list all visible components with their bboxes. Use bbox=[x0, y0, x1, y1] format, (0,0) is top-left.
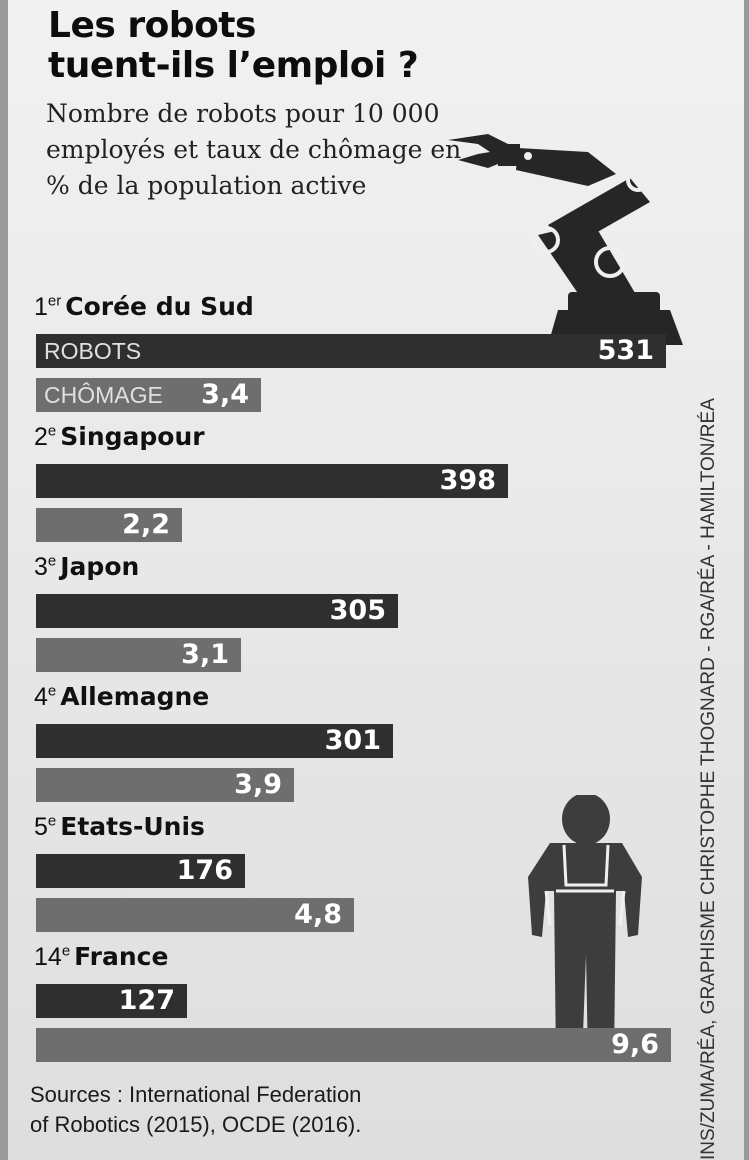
title-line-2: tuent-ils l’emploi ? bbox=[48, 45, 419, 86]
unemployment-bar: 3,1 bbox=[36, 638, 241, 672]
unemployment-series-label: CHÔMAGE bbox=[44, 382, 163, 408]
country-name: Allemagne bbox=[60, 682, 210, 711]
robots-bar: ROBOTS 531 bbox=[36, 334, 666, 368]
rank-number: 4 bbox=[34, 683, 48, 711]
rank-label: 14e bbox=[34, 943, 70, 971]
rank-label: 4e bbox=[34, 683, 56, 711]
rank-number: 2 bbox=[34, 423, 48, 451]
sources-line-1: Sources : International Federation bbox=[30, 1082, 362, 1107]
country-label: 4e Allemagne bbox=[34, 682, 209, 712]
country-label: 14e France bbox=[34, 942, 168, 972]
country-name: Corée du Sud bbox=[65, 292, 254, 321]
rank-suffix: e bbox=[47, 812, 57, 830]
rank-number: 5 bbox=[34, 813, 48, 841]
robots-value-label: 176 bbox=[176, 855, 233, 886]
country-name: France bbox=[74, 942, 169, 971]
country-name: Singapour bbox=[60, 422, 205, 451]
rank-suffix: e bbox=[61, 942, 71, 960]
sources-note: Sources : International Federation of Ro… bbox=[30, 1080, 361, 1140]
unemployment-bar: CHÔMAGE 3,4 bbox=[36, 378, 261, 412]
robots-bar: 398 bbox=[36, 464, 508, 498]
unemployment-bar: 2,2 bbox=[36, 508, 182, 542]
rank-label: 1er bbox=[34, 293, 61, 321]
sources-line-2: of Robotics (2015), OCDE (2016). bbox=[30, 1112, 362, 1137]
worker-icon bbox=[528, 795, 642, 1060]
robots-value-label: 531 bbox=[597, 335, 654, 366]
country-label: 5e Etats-Unis bbox=[34, 812, 205, 842]
unemployment-value-label: 3,4 bbox=[201, 379, 249, 410]
unemployment-bar: 9,6 bbox=[36, 1028, 671, 1062]
title-line-1: Les robots bbox=[48, 5, 256, 46]
rank-label: 3e bbox=[34, 553, 56, 581]
country-name: Etats-Unis bbox=[60, 812, 205, 841]
rank-number: 1 bbox=[34, 293, 48, 321]
robots-bar: 301 bbox=[36, 724, 393, 758]
rank-number: 3 bbox=[34, 553, 48, 581]
chart-title: Les robots tuent-ils l’emploi ? bbox=[48, 5, 419, 86]
robots-bar: 305 bbox=[36, 594, 398, 628]
rank-label: 2e bbox=[34, 423, 56, 451]
country-label: 3e Japon bbox=[34, 552, 139, 582]
robots-series-label: ROBOTS bbox=[44, 338, 142, 364]
unemployment-bar: 3,9 bbox=[36, 768, 294, 802]
robots-value-label: 305 bbox=[329, 595, 386, 626]
rank-suffix: e bbox=[47, 422, 57, 440]
robots-value-label: 398 bbox=[439, 465, 496, 496]
unemployment-value-label: 3,9 bbox=[234, 769, 282, 800]
unemployment-value-label: 4,8 bbox=[294, 899, 342, 930]
unemployment-bar: 4,8 bbox=[36, 898, 354, 932]
unemployment-value-label: 2,2 bbox=[122, 509, 170, 540]
country-label: 1er Corée du Sud bbox=[34, 292, 254, 322]
rank-label: 5e bbox=[34, 813, 56, 841]
unemployment-value-label: 3,1 bbox=[181, 639, 229, 670]
rank-suffix: e bbox=[47, 682, 57, 700]
robots-value-label: 301 bbox=[324, 725, 381, 756]
robots-value-label: 127 bbox=[118, 985, 175, 1016]
rank-number: 14 bbox=[34, 943, 62, 971]
rank-suffix: er bbox=[47, 292, 62, 310]
infographic-page: Les robots tuent-ils l’emploi ? Nombre d… bbox=[8, 0, 744, 1160]
unemployment-value-label: 9,6 bbox=[611, 1029, 659, 1060]
country-name: Japon bbox=[60, 552, 140, 581]
robots-bar: 127 bbox=[36, 984, 187, 1018]
robots-bar: 176 bbox=[36, 854, 245, 888]
country-label: 2e Singapour bbox=[34, 422, 205, 452]
photo-credit: INS/ZUMA/RÉA, GRAPHISME CHRISTOPHE THOGN… bbox=[698, 398, 719, 1160]
chart-subtitle: Nombre de robots pour 10 000 employés et… bbox=[46, 99, 462, 200]
rank-suffix: e bbox=[47, 552, 57, 570]
